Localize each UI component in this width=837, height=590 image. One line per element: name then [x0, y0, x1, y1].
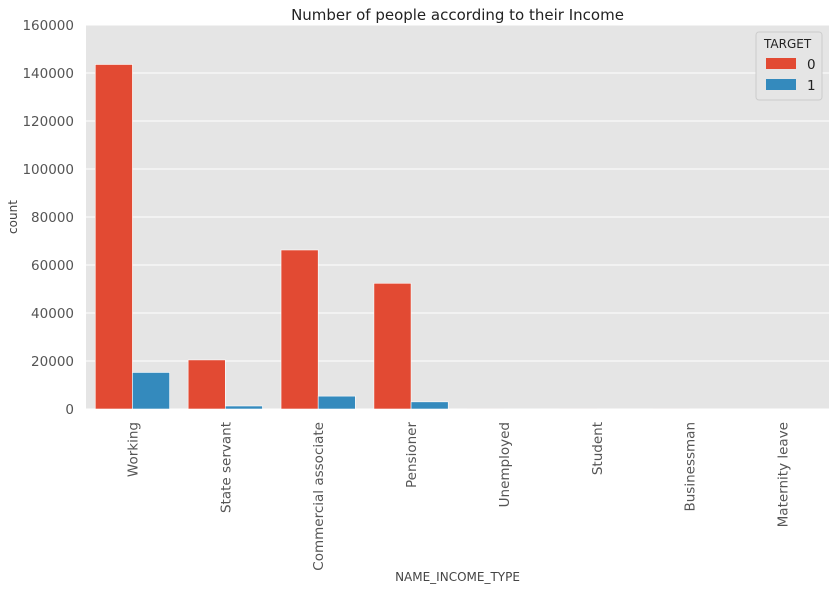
y-tick-label: 0 — [65, 402, 74, 418]
x-ticks: Working State servant Commercial associate… — [125, 422, 791, 571]
y-tick-label: 160000 — [22, 18, 74, 34]
bar-0-1 — [187, 359, 226, 410]
bar-1-0 — [132, 372, 170, 410]
bar-1-1 — [225, 405, 263, 410]
x-axis-label: NAME_INCOME_TYPE — [395, 570, 520, 584]
legend-swatch-0 — [766, 58, 796, 69]
legend-title: TARGET — [763, 37, 812, 51]
x-tick-label: State servant — [218, 422, 234, 513]
legend-items: 01 — [766, 57, 816, 94]
y-tick-label: 120000 — [22, 114, 74, 130]
y-tick-label: 40000 — [31, 306, 74, 322]
legend: TARGET 01 — [755, 31, 823, 101]
bar-1-2 — [317, 395, 356, 410]
bars — [94, 64, 821, 410]
y-tick-label: 20000 — [31, 354, 74, 370]
x-tick-label: Pensioner — [404, 422, 420, 488]
bar-0-2 — [280, 249, 319, 410]
x-tick-label: Student — [590, 422, 606, 475]
bar-0-0 — [94, 64, 133, 410]
y-axis-label: count — [6, 200, 20, 234]
legend-label-0: 0 — [807, 57, 816, 73]
bar-0-3 — [373, 282, 412, 410]
x-tick-label: Businessman — [683, 422, 699, 512]
y-tick-label: 140000 — [22, 66, 74, 82]
y-ticks: 0 20000 40000 60000 80000 100000 120000 140000 1… — [22, 18, 74, 418]
y-tick-label: 80000 — [31, 210, 74, 226]
y-tick-label: 100000 — [22, 162, 74, 178]
x-tick-label: Maternity leave — [776, 422, 792, 527]
legend-swatch-1 — [766, 79, 796, 90]
chart-title: Number of people according to their Inco… — [291, 6, 624, 24]
x-tick-label: Unemployed — [497, 422, 513, 507]
x-tick-label: Working — [125, 422, 141, 477]
y-tick-label: 60000 — [31, 258, 74, 274]
bar-1-3 — [410, 401, 449, 410]
legend-label-1: 1 — [807, 78, 816, 94]
x-tick-label: Commercial associate — [311, 422, 327, 571]
